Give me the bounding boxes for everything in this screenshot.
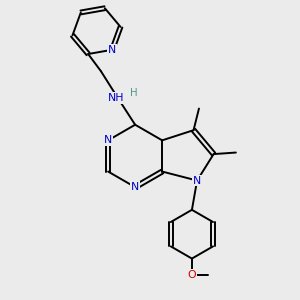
Text: H: H xyxy=(130,88,138,98)
Text: O: O xyxy=(188,270,196,280)
Text: N: N xyxy=(104,135,112,145)
Text: N: N xyxy=(131,182,139,192)
Text: N: N xyxy=(193,176,201,186)
Text: N: N xyxy=(108,45,116,55)
Text: NH: NH xyxy=(108,93,124,103)
